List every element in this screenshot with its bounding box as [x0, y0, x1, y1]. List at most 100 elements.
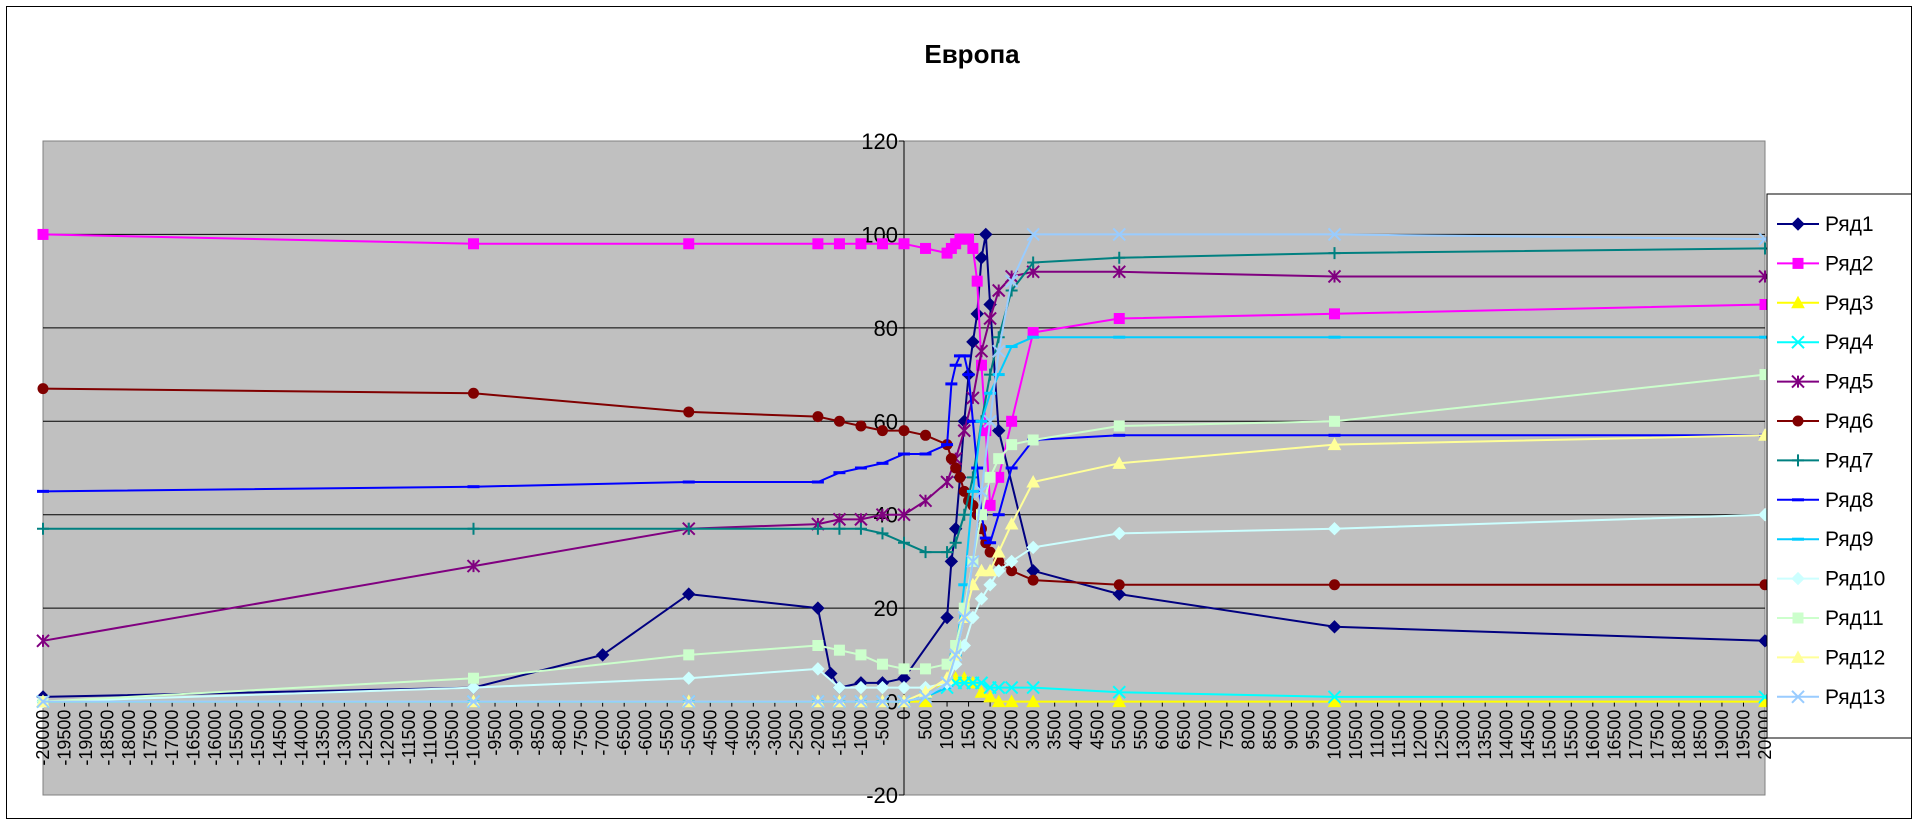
data-point [954, 471, 966, 483]
x-tick-label: 12000 [1411, 710, 1431, 760]
data-point [683, 649, 695, 661]
x-tick-label: -12500 [356, 710, 376, 766]
data-point [812, 411, 824, 423]
x-tick-label: 4500 [1088, 710, 1108, 750]
x-tick-label: 5000 [1109, 710, 1129, 750]
data-point [1112, 456, 1127, 469]
data-point [1112, 526, 1126, 541]
legend-item: Ряд3 [1777, 292, 1874, 315]
data-point [967, 242, 979, 254]
x-tick-label: 10000 [1325, 710, 1345, 760]
x-tick-label: -17500 [141, 710, 161, 766]
x-tick-label: -6500 [614, 710, 634, 756]
data-point [875, 680, 890, 695]
data-point [1026, 474, 1040, 488]
data-point [1112, 227, 1126, 242]
data-point [991, 694, 1006, 708]
x-tick-label: 14500 [1518, 710, 1538, 760]
x-tick-label: 1500 [959, 710, 979, 750]
data-point [949, 536, 962, 549]
data-point [811, 601, 825, 615]
x-tick-label: -16000 [205, 710, 225, 766]
data-point [958, 508, 971, 521]
x-tick-label: -5000 [679, 710, 699, 756]
legend-label: Ряд1 [1825, 213, 1874, 236]
data-point [974, 592, 989, 606]
legend-swatch-marker [1791, 217, 1805, 231]
legend-item: Ряд11 [1777, 607, 1884, 630]
x-tick-label: -14500 [270, 710, 290, 766]
legend-swatch-marker [1791, 295, 1805, 309]
data-point [983, 311, 997, 326]
legend-swatch-marker [1791, 571, 1805, 586]
x-tick-label: -18000 [119, 710, 139, 766]
data-point [1005, 284, 1018, 297]
data-point [854, 680, 868, 695]
x-tick-label: -7500 [571, 710, 591, 756]
legend-label: Ряд2 [1825, 252, 1874, 275]
data-point [974, 685, 989, 698]
legend-item: Ряд10 [1777, 568, 1885, 591]
data-point [974, 484, 989, 499]
data-point [1327, 227, 1342, 242]
x-tick-label: -13500 [313, 710, 333, 766]
series-line [42, 233, 1766, 698]
legend-label: Ряд3 [1825, 292, 1874, 315]
x-tick-label: -1500 [829, 710, 849, 756]
x-tick-label: 17000 [1626, 710, 1646, 760]
data-point [1113, 313, 1125, 325]
data-point [966, 610, 980, 625]
chart-title: Европа [924, 39, 1020, 69]
legend-label: Ряд12 [1825, 646, 1885, 669]
data-point [983, 689, 997, 703]
data-point [1004, 517, 1019, 530]
data-point [812, 640, 824, 652]
data-point [855, 420, 867, 432]
x-tick-label: 19000 [1712, 710, 1732, 760]
legend-label: Ряд5 [1825, 371, 1874, 394]
data-point [918, 690, 933, 704]
data-point [854, 522, 867, 535]
x-tick-label: 19500 [1733, 710, 1753, 760]
data-point [466, 680, 481, 695]
data-point [984, 499, 996, 511]
data-point [945, 453, 957, 465]
data-point [682, 522, 695, 535]
data-point [920, 242, 932, 254]
x-tick-label: -500 [872, 710, 892, 746]
x-tick-label: 2000 [980, 710, 1000, 750]
legend-label: Ряд9 [1825, 528, 1874, 551]
data-point [950, 462, 962, 474]
data-point [876, 238, 888, 250]
series-7 [37, 242, 1771, 559]
data-point [966, 391, 980, 405]
x-tick-label: -13000 [334, 710, 354, 766]
data-point [682, 694, 696, 709]
x-tick-label: -5500 [657, 710, 677, 756]
data-point [974, 676, 989, 690]
data-point [1327, 620, 1342, 634]
series-13 [36, 227, 1772, 709]
x-tick-label: -19000 [76, 710, 96, 766]
data-point [963, 233, 975, 245]
x-tick-label: -4500 [700, 710, 720, 756]
x-tick-label: 17500 [1647, 710, 1667, 760]
x-tick-label: 8500 [1260, 710, 1280, 750]
data-point [920, 663, 932, 675]
x-tick-label: 18500 [1690, 710, 1710, 760]
data-point [833, 644, 845, 656]
data-point [897, 694, 911, 709]
legend-swatch-marker [1792, 415, 1804, 427]
data-point [941, 546, 954, 559]
x-tick-label: 8000 [1238, 710, 1258, 750]
data-point [595, 648, 610, 662]
data-point [918, 493, 933, 508]
data-point [833, 522, 846, 535]
x-tick-label: 9000 [1281, 710, 1301, 750]
data-point [1327, 690, 1342, 704]
data-point [992, 283, 1006, 298]
data-point [970, 307, 984, 321]
data-point [993, 453, 1005, 465]
x-tick-label: 0 [894, 710, 914, 720]
